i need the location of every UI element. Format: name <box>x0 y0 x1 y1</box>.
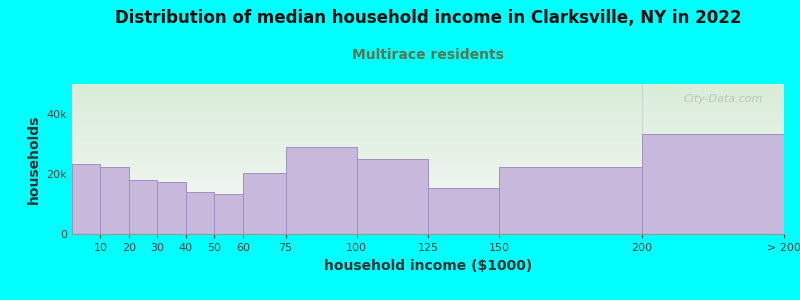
Bar <box>642 134 784 234</box>
Bar <box>101 167 129 234</box>
Bar <box>129 180 158 234</box>
Bar <box>243 172 286 234</box>
Bar <box>158 182 186 234</box>
Bar <box>499 167 642 234</box>
Y-axis label: households: households <box>27 114 41 204</box>
Bar <box>214 194 243 234</box>
Bar <box>428 188 499 234</box>
Text: City-Data.com: City-Data.com <box>683 94 762 104</box>
Bar <box>72 164 101 234</box>
Text: Distribution of median household income in Clarksville, NY in 2022: Distribution of median household income … <box>114 9 742 27</box>
Text: Multirace residents: Multirace residents <box>352 48 504 62</box>
Bar <box>286 147 357 234</box>
X-axis label: household income ($1000): household income ($1000) <box>324 259 532 273</box>
Bar <box>357 159 428 234</box>
Bar <box>186 192 214 234</box>
